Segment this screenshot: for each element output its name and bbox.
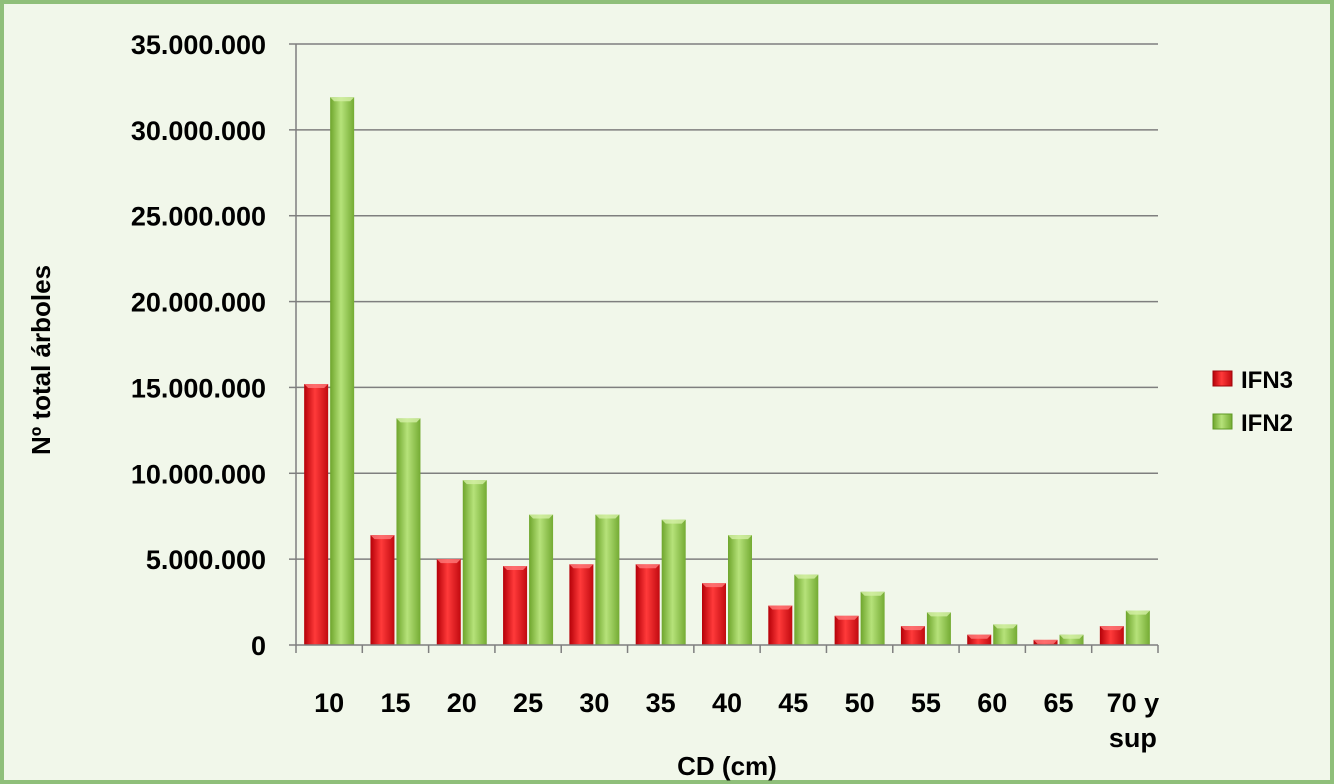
bar-ifn2-11 xyxy=(1059,634,1084,645)
bar-bevel xyxy=(661,519,686,524)
bar-bevel xyxy=(768,605,793,610)
legend-label-ifn2: IFN2 xyxy=(1241,410,1293,437)
bar-bevel xyxy=(1059,634,1084,639)
x-tick-label: 15 xyxy=(380,688,410,718)
bar-ifn3-6 xyxy=(702,583,726,645)
bar-ifn3-10 xyxy=(967,634,992,645)
bar-bevel xyxy=(436,559,461,564)
y-tick-label: 20.000.000 xyxy=(131,288,266,318)
x-tick-label: 45 xyxy=(778,688,808,718)
y-tick-label: 30.000.000 xyxy=(131,116,266,146)
bar-bevel xyxy=(860,591,885,596)
y-tick-label: 0 xyxy=(251,631,266,661)
bar-bevel xyxy=(834,615,859,620)
bar-bevel xyxy=(304,383,329,388)
bar-bevel xyxy=(595,514,620,519)
bar-bevel xyxy=(794,574,819,579)
x-tick-label: 55 xyxy=(911,688,941,718)
y-tick-label: 35.000.000 xyxy=(131,30,266,60)
bar-bevel xyxy=(1125,610,1150,615)
legend-swatch-ifn2 xyxy=(1212,413,1233,430)
bar-ifn3-12 xyxy=(1099,626,1124,645)
bar-ifn3-9 xyxy=(900,626,925,645)
y-tick-label: 15.000.000 xyxy=(131,373,266,403)
bar-bevel xyxy=(728,535,752,540)
bar-ifn2-6 xyxy=(728,535,752,645)
x-axis-title: CD (cm) xyxy=(677,751,777,781)
bar-ifn2-7 xyxy=(794,574,819,645)
bar-bevel xyxy=(462,480,487,485)
y-tick-label: 25.000.000 xyxy=(131,202,266,232)
bar-ifn3-7 xyxy=(768,605,793,645)
x-tick-label: 65 xyxy=(1044,688,1074,718)
bar-bevel xyxy=(1033,639,1058,644)
bar-bevel xyxy=(926,612,951,617)
x-tick-label: 40 xyxy=(712,688,742,718)
bar-bevel xyxy=(967,634,992,639)
bar-bevel xyxy=(569,564,594,569)
y-tick-label: 5.000.000 xyxy=(146,545,266,575)
bar-bevel xyxy=(529,514,554,519)
bar-ifn3-5 xyxy=(635,564,660,645)
bar-bevel xyxy=(503,566,528,571)
bar-ifn3-3 xyxy=(503,566,528,645)
bar-bevel xyxy=(330,97,355,102)
bar-ifn3-8 xyxy=(834,615,859,645)
legend-label-ifn3: IFN3 xyxy=(1241,367,1293,394)
bar-bevel xyxy=(702,583,726,588)
bar-ifn2-1 xyxy=(396,418,421,645)
bar-bevel xyxy=(370,535,395,540)
legend-swatch-ifn3 xyxy=(1212,370,1233,387)
x-tick-label: 50 xyxy=(845,688,875,718)
bar-ifn2-5 xyxy=(661,519,686,645)
bar-bevel xyxy=(993,624,1018,629)
bar-ifn2-9 xyxy=(926,612,951,645)
x-tick-label: 70 y sup xyxy=(1107,688,1160,753)
bar-ifn2-0 xyxy=(330,97,355,645)
bar-ifn3-4 xyxy=(569,564,594,645)
bar-ifn3-0 xyxy=(304,383,329,645)
bar-ifn2-4 xyxy=(595,514,620,645)
x-tick-label: 35 xyxy=(646,688,676,718)
y-tick-label: 10.000.000 xyxy=(131,459,266,489)
bar-ifn2-12 xyxy=(1125,610,1150,645)
x-tick-label: 60 xyxy=(977,688,1007,718)
x-tick-label: 25 xyxy=(513,688,543,718)
bar-ifn2-10 xyxy=(993,624,1018,645)
bar-ifn2-2 xyxy=(462,480,487,645)
bar-ifn2-8 xyxy=(860,591,885,645)
x-tick-label: 20 xyxy=(447,688,477,718)
bar-bevel xyxy=(635,564,660,569)
x-tick-label: 30 xyxy=(579,688,609,718)
bar-ifn2-3 xyxy=(529,514,554,645)
bar-bevel xyxy=(396,418,421,423)
bar-bevel xyxy=(1099,626,1124,631)
x-tick-label: 10 xyxy=(314,688,344,718)
bar-bevel xyxy=(900,626,925,631)
y-axis-title: Nº total árboles xyxy=(26,265,56,455)
bar-ifn3-2 xyxy=(436,559,461,645)
bar-ifn3-1 xyxy=(370,535,395,645)
